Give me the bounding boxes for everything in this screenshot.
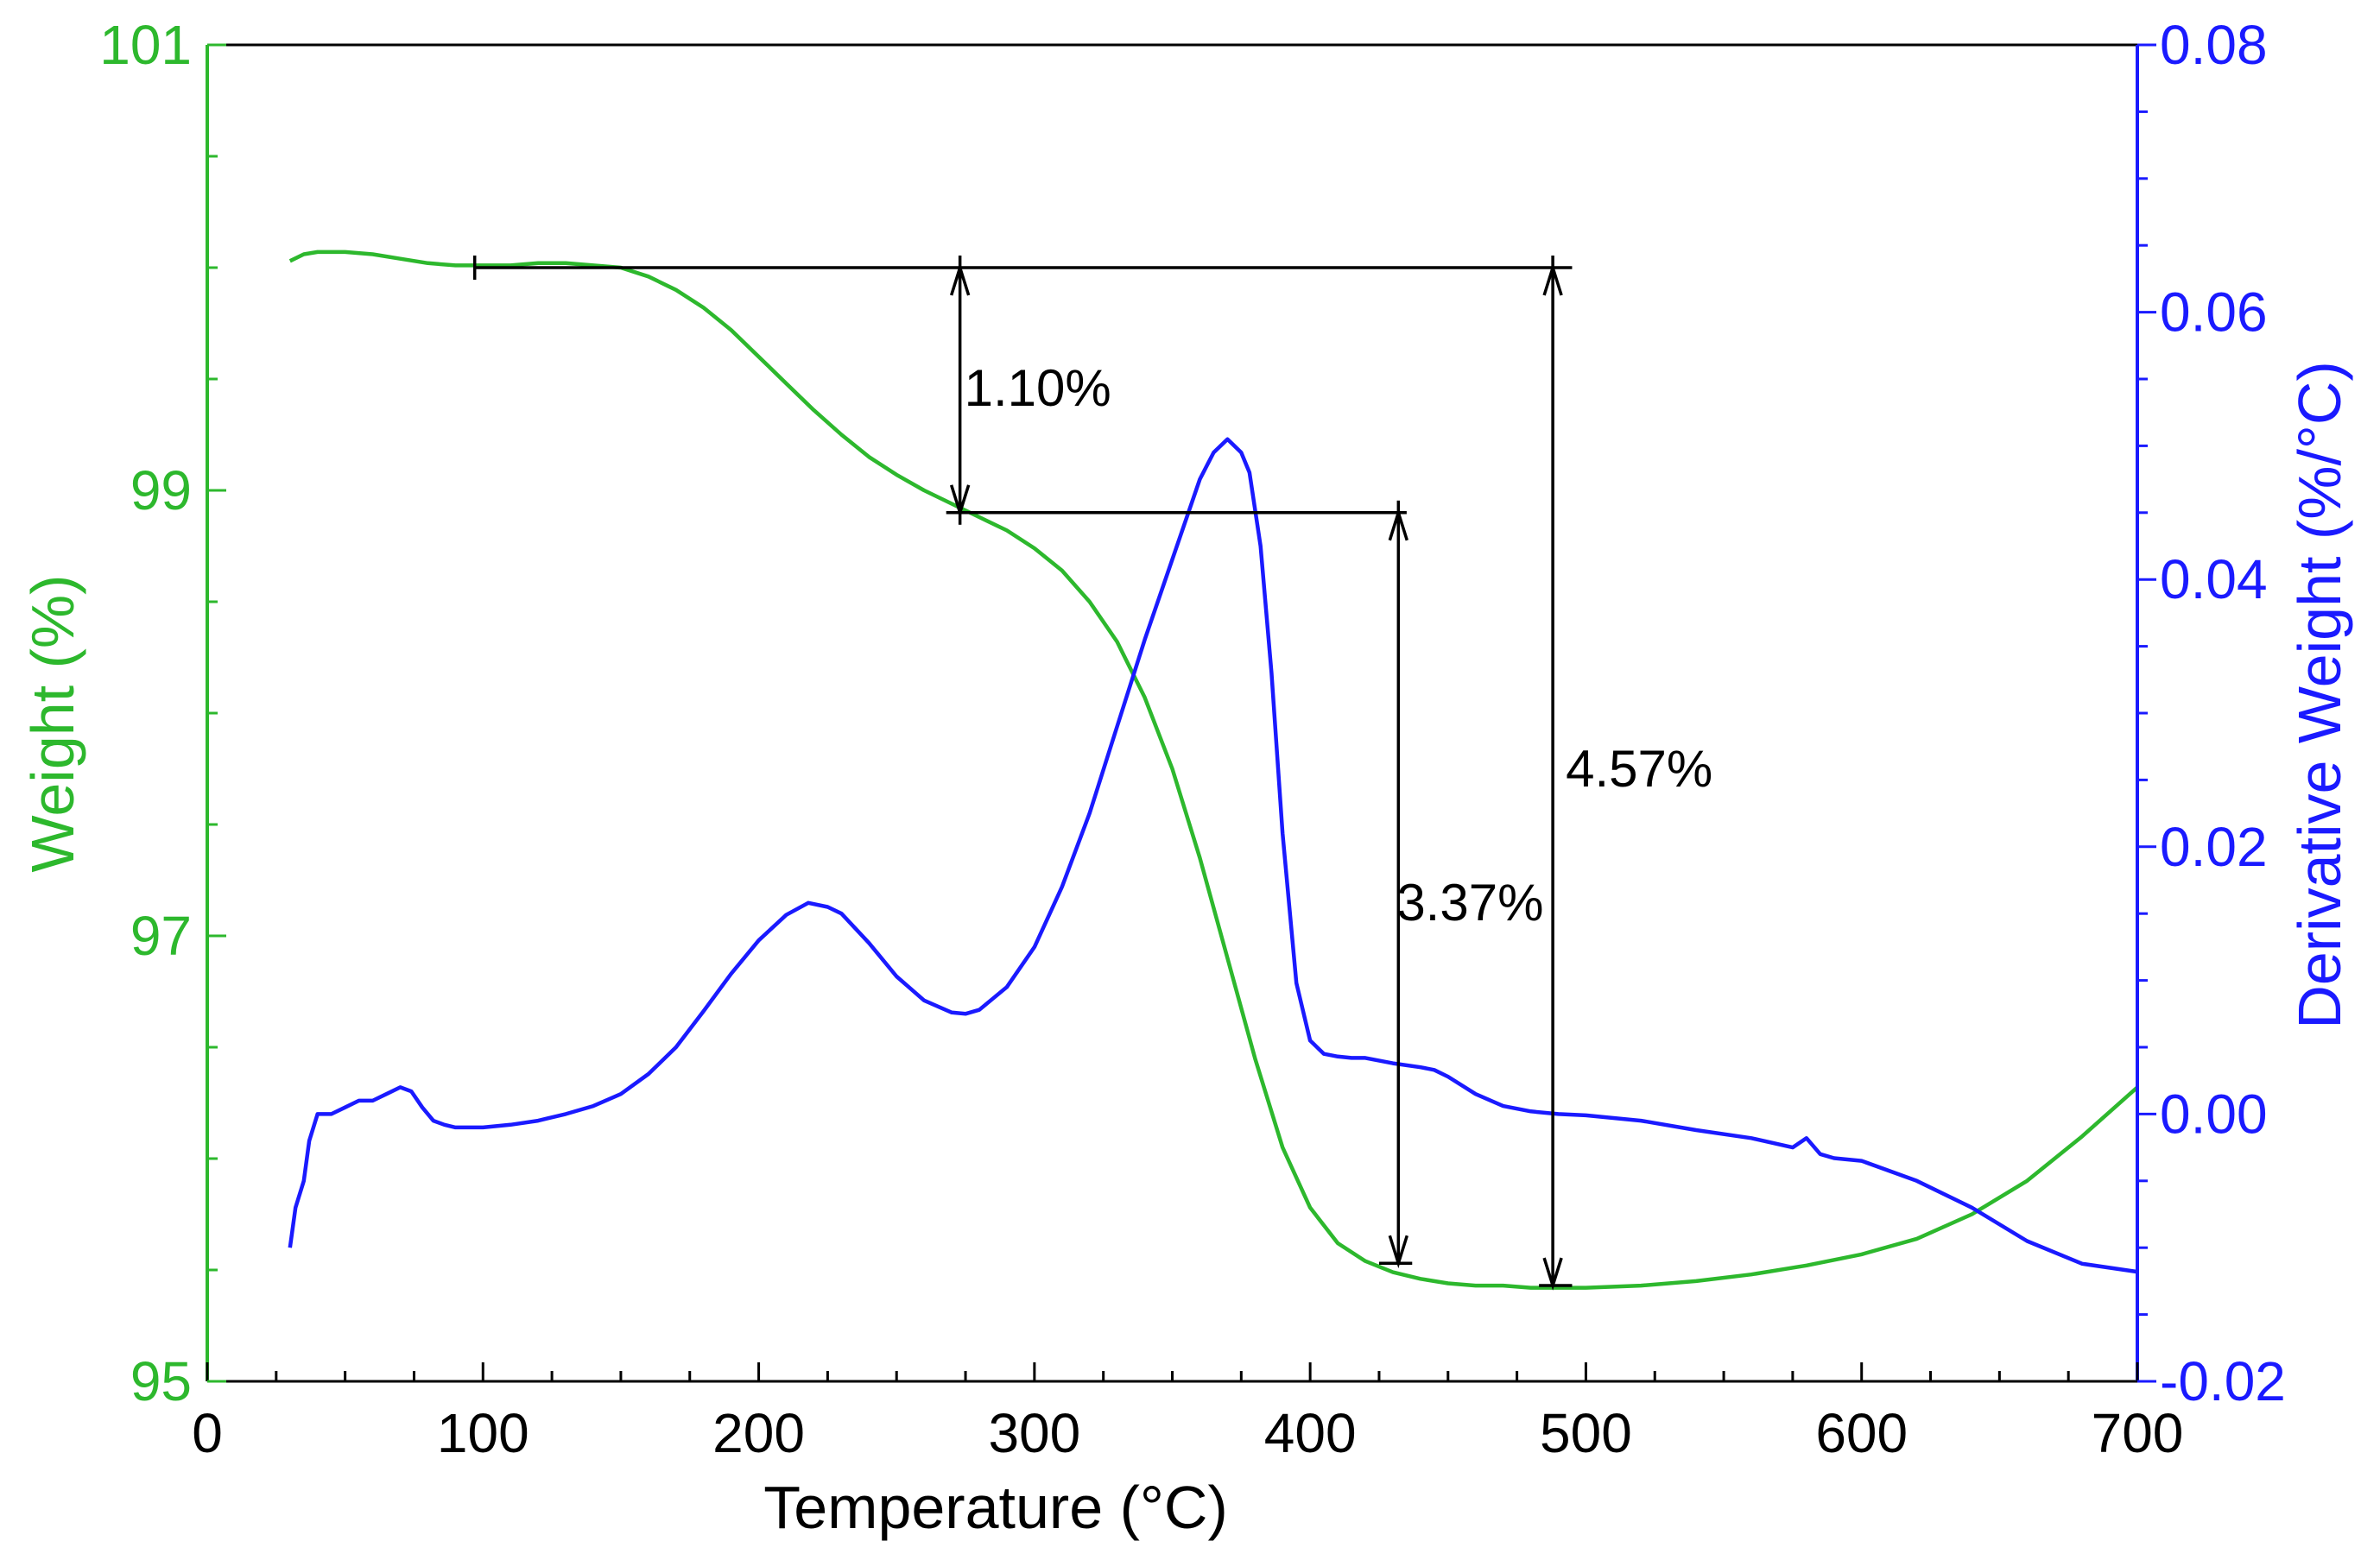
x-tick-label: 600 (1815, 1402, 1908, 1464)
annotation-label-4-57: 4.57% (1566, 740, 1712, 798)
y-right-axis-label: Derivative Weight (%/°C) (2286, 361, 2353, 1029)
weight-series-line (288, 250, 2139, 1290)
x-tick-label: 500 (1540, 1402, 1632, 1464)
y-left-tick-label: 97 (130, 905, 192, 967)
arrow-top-4-57 (1542, 262, 1563, 296)
annotation-label-1-10: 1.10% (965, 359, 1111, 417)
x-tick-label: 400 (1264, 1402, 1357, 1464)
arrow-bottom-3-37 (1388, 1235, 1408, 1269)
arrow-bottom-1-10 (949, 484, 971, 518)
arrow-top-1-10 (949, 262, 971, 296)
y-left-axis-label: Weight (%) (19, 575, 86, 873)
y-left-tick-label: 101 (99, 14, 192, 76)
y-right-tick-label: 0.04 (2160, 548, 2268, 610)
x-tick-label: 300 (988, 1402, 1080, 1464)
annotation-label-3-37: 3.37% (1396, 874, 1543, 932)
y-right-tick-label: 0.08 (2160, 14, 2268, 76)
x-tick-label: 200 (712, 1402, 805, 1464)
arrow-top-3-37 (1388, 507, 1408, 541)
y-right-tick-label: 0.06 (2160, 281, 2268, 344)
y-right-tick-label: 0.00 (2160, 1083, 2268, 1145)
y-left-tick-label: 99 (130, 459, 192, 521)
arrow-bottom-4-57 (1542, 1257, 1563, 1291)
y-right-tick-label: -0.02 (2160, 1350, 2286, 1412)
x-tick-label: 100 (437, 1402, 529, 1464)
x-tick-label: 700 (2092, 1402, 2184, 1464)
x-tick-label: 0 (192, 1402, 223, 1464)
derivative-series-line (288, 437, 2138, 1274)
axis-layer: 0 100 200 300 400 500 600 700 95 97 99 101 -0.02 0.00… (99, 14, 2286, 1464)
y-left-tick-label: 95 (130, 1350, 192, 1412)
x-axis-label: Temperature (°C) (763, 1474, 1228, 1541)
plot-layer: 1.10% 3.37% 4.57% (288, 250, 2139, 1291)
y-right-tick-label: 0.02 (2160, 816, 2268, 878)
